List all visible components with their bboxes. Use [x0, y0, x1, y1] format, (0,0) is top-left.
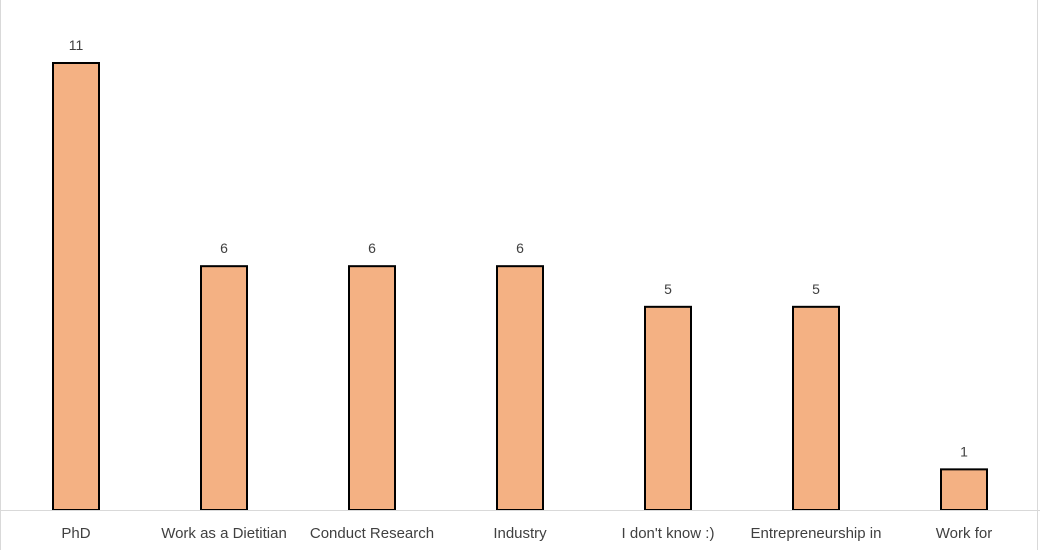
bar-5	[792, 305, 840, 511]
data-label-4: 5	[664, 281, 672, 297]
data-label-3: 6	[516, 240, 524, 256]
bar-3	[496, 265, 544, 511]
data-label-0: 11	[69, 37, 84, 53]
bar-2	[348, 265, 396, 511]
x-tick-label-6: Work for	[936, 525, 992, 542]
data-labels: 11 6 6 6 5 5 1	[69, 37, 968, 459]
x-tick-label-3: Industry	[493, 525, 547, 542]
x-tick-label-5: Entrepreneurship in	[751, 525, 882, 542]
bar-series	[52, 62, 988, 512]
x-tick-labels: PhD Work as a Dietitian Conduct Research In…	[61, 525, 992, 542]
x-tick-label-0: PhD	[61, 525, 90, 542]
data-label-1: 6	[220, 240, 228, 256]
data-label-2: 6	[368, 240, 376, 256]
data-label-6: 1	[960, 443, 968, 459]
data-label-5: 5	[812, 281, 820, 297]
x-tick-label-4: I don't know :)	[622, 525, 715, 542]
x-tick-label-2: Conduct Research	[310, 525, 434, 542]
bar-4	[644, 305, 692, 511]
bar-0	[52, 62, 100, 511]
bar-6	[940, 468, 988, 512]
bar-1	[200, 265, 248, 511]
x-tick-label-1: Work as a Dietitian	[161, 525, 287, 542]
